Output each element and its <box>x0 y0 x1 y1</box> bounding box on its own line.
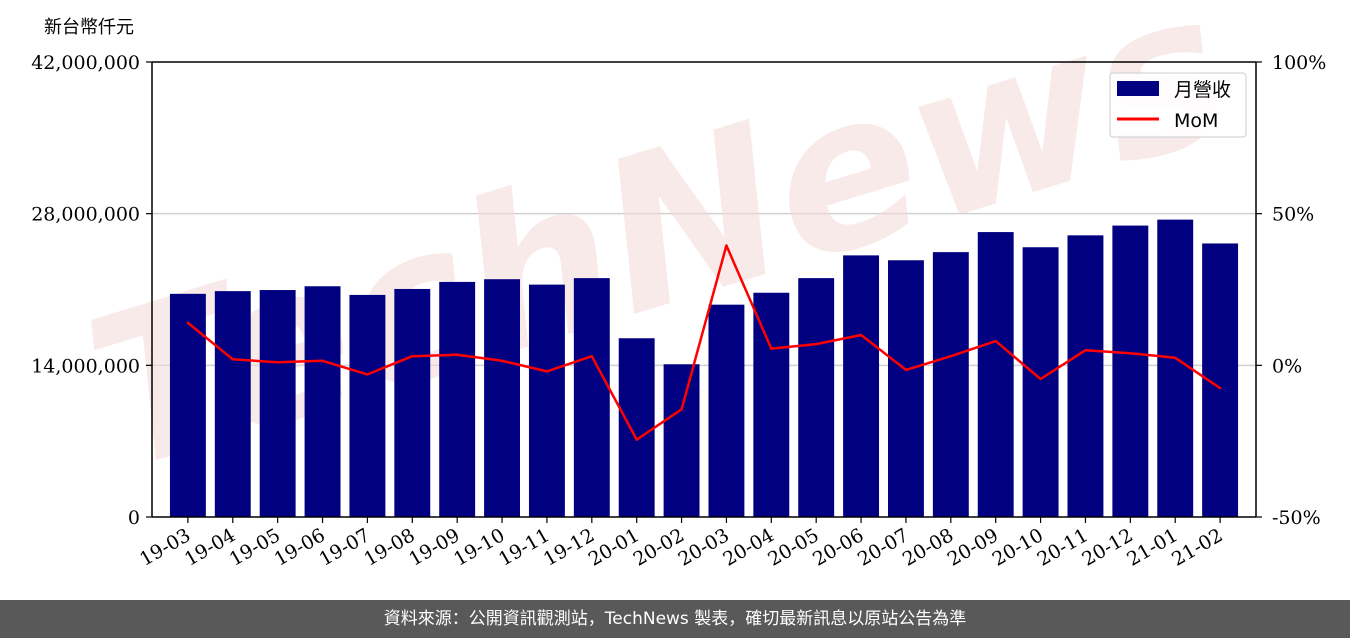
revenue-bar <box>169 293 206 517</box>
mom-point <box>725 244 728 247</box>
legend-mom-label: MoM <box>1174 110 1218 132</box>
x-tick-label: 20-08 <box>899 524 957 570</box>
mom-point <box>814 342 818 346</box>
legend-bar-swatch <box>1117 81 1159 96</box>
x-tick-label: 19-05 <box>226 524 284 570</box>
y-right-tick-labels: -50% 0% 50% 100% <box>1272 52 1326 529</box>
x-tick-label: 20-11 <box>1034 524 1092 570</box>
y-right-tick-label: 0% <box>1272 355 1302 377</box>
mom-point <box>770 347 773 350</box>
mom-point <box>904 368 908 372</box>
revenue-bar <box>484 279 520 517</box>
mom-point <box>411 355 414 358</box>
mom-point <box>680 408 683 411</box>
mom-point <box>186 321 190 325</box>
mom-point <box>994 339 997 343</box>
x-tick-label: 19-08 <box>360 524 418 570</box>
y-left-tick-label: 42,000,000 <box>31 52 140 74</box>
revenue-bar <box>663 364 700 517</box>
mom-point <box>1129 352 1132 355</box>
revenue-bar <box>304 286 341 517</box>
x-tick-label: 19-11 <box>495 524 553 570</box>
x-tick-label: 19-12 <box>540 524 598 570</box>
legend-revenue-label: 月營收 <box>1174 79 1231 101</box>
revenue-bar <box>214 291 251 517</box>
revenue-bar <box>1067 235 1104 518</box>
x-tick-label: 19-07 <box>315 524 373 570</box>
revenue-bar <box>618 338 655 517</box>
revenue-bar <box>843 255 880 517</box>
revenue-bar <box>349 294 386 517</box>
x-tick-label: 20-12 <box>1078 524 1136 570</box>
x-tick-label: 19-03 <box>136 524 194 570</box>
mom-point <box>500 359 504 362</box>
revenue-bar <box>932 252 969 517</box>
mom-point <box>321 359 324 362</box>
revenue-bar <box>1112 225 1149 518</box>
revenue-bar <box>528 284 565 517</box>
revenue-bar <box>1157 219 1194 517</box>
x-tick-label: 21-02 <box>1168 524 1226 570</box>
y-right-tick-label: -50% <box>1272 507 1321 529</box>
x-tick-label: 20-06 <box>809 524 867 570</box>
x-tick-label: 19-10 <box>450 524 508 570</box>
revenue-bar <box>394 288 431 517</box>
y-left-tick-label: 28,000,000 <box>31 204 140 226</box>
revenue-bar <box>708 304 745 517</box>
revenue-bar <box>753 292 790 517</box>
mom-series-line <box>187 244 1221 441</box>
x-tick-label: 20-01 <box>585 524 643 570</box>
mom-point <box>949 355 953 358</box>
x-tick-label: 20-07 <box>854 524 912 570</box>
revenue-bar <box>977 232 1014 518</box>
x-tick-label: 20-04 <box>719 524 777 570</box>
x-tick-label: 21-01 <box>1123 524 1181 570</box>
x-tick-labels: 19-0319-0419-0519-0619-0719-0819-0919-10… <box>136 524 1227 570</box>
y-left-tick-label: 14,000,000 <box>31 355 140 377</box>
x-tick-label: 20-02 <box>630 524 688 570</box>
revenue-bar <box>888 260 924 517</box>
x-tick-label: 20-09 <box>944 524 1002 570</box>
revenue-bar <box>573 278 610 517</box>
y-right-tick-label: 100% <box>1272 52 1326 74</box>
x-tick-label: 19-09 <box>405 524 463 570</box>
x-tick-label: 20-03 <box>674 524 732 570</box>
x-tick-label: 19-06 <box>271 524 329 570</box>
y-unit-label: 新台幣仟元 <box>44 17 134 38</box>
x-tick-label: 20-10 <box>989 524 1047 570</box>
mom-line <box>186 244 1222 441</box>
mom-point <box>635 438 638 441</box>
mom-point <box>276 361 279 364</box>
y-left-tick-label: 0 <box>128 507 140 529</box>
revenue-bar <box>798 278 835 517</box>
mom-point <box>1174 356 1177 359</box>
y-right-tick-label: 50% <box>1272 204 1314 226</box>
axes <box>146 61 1262 523</box>
revenue-bar <box>439 281 476 517</box>
mom-point <box>1084 348 1087 352</box>
mom-point <box>1218 386 1222 390</box>
y-left-tick-labels: 0 14,000,000 28,000,000 42,000,000 <box>31 52 140 529</box>
mom-point <box>590 355 594 358</box>
mom-point <box>231 358 234 361</box>
revenue-bar <box>1022 247 1059 517</box>
chart: TechNews 19-0319-0419-0519-0619-0719-081… <box>31 0 1326 571</box>
revenue-bar <box>259 290 296 517</box>
mom-point <box>455 353 459 356</box>
mom-point <box>859 333 863 337</box>
mom-point <box>1039 377 1042 381</box>
mom-point <box>545 370 549 373</box>
legend: 月營收 MoM <box>1109 72 1247 138</box>
mom-point <box>366 373 369 376</box>
x-tick-label: 20-05 <box>764 524 822 570</box>
source-footer: 資料來源：公開資訊觀測站，TechNews 製表，確切最新訊息以原站公告為準 <box>0 600 1350 638</box>
x-tick-label: 19-04 <box>181 524 239 570</box>
